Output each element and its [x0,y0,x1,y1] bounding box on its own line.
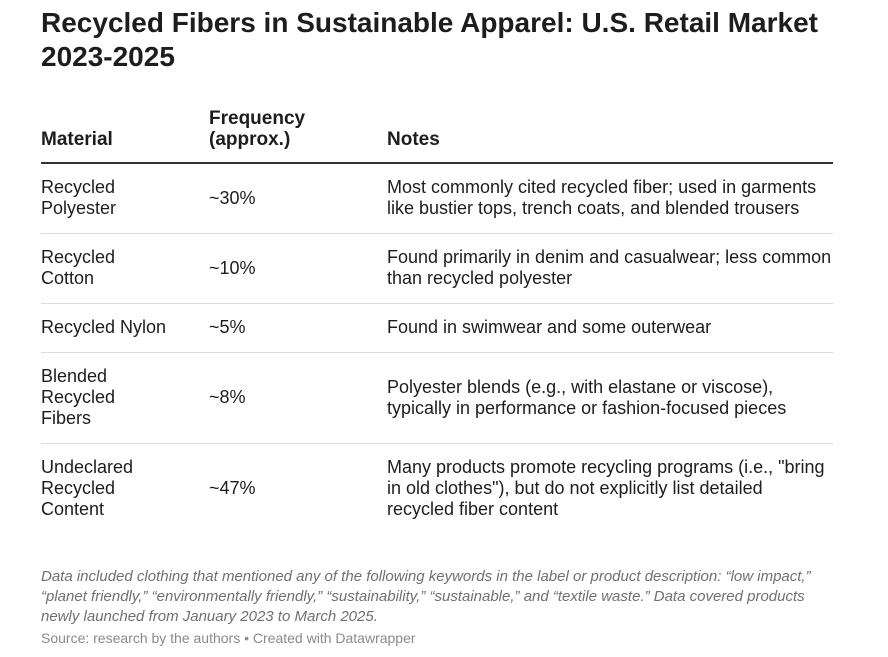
chart-source: Source: research by the authors • Create… [41,630,416,646]
cell-notes: Polyester blends (e.g., with elastane or… [387,352,833,444]
column-header-notes: Notes [387,108,833,164]
cell-frequency: ~30% [209,163,387,234]
cell-material: Blended Recycled Fibers [41,352,209,444]
chart-title: Recycled Fibers in Sustainable Apparel: … [41,7,818,72]
cell-material: Recycled Nylon [41,303,209,353]
cell-notes: Found in swimwear and some outerwear [387,303,833,353]
table-header-row: Material Frequency (approx.) Notes [41,108,833,164]
table-row: Recycled Nylon ~5% Found in swimwear and… [41,303,833,353]
cell-frequency: ~5% [209,303,387,353]
material-text: Blended Recycled Fibers [41,366,116,428]
cell-material: Recycled Polyester [41,163,209,234]
table-row: Recycled Polyester ~30% Most commonly ci… [41,163,833,234]
data-table: Material Frequency (approx.) Notes Recyc… [41,108,833,534]
cell-notes: Many products promote recycling programs… [387,457,825,520]
column-header-material: Material [41,108,209,164]
cell-frequency: ~8% [209,352,387,444]
table-row: Recycled Cotton ~10% Found primarily in … [41,233,833,304]
material-text: Recycled Cotton [41,247,116,288]
chart-footnote: Data included clothing that mentioned an… [41,568,811,625]
cell-material: Undeclared Recycled Content [41,443,209,534]
cell-notes: Most commonly cited recycled fiber; used… [387,163,833,234]
table-body: Recycled Polyester ~30% Most commonly ci… [41,163,833,534]
table-row: Undeclared Recycled Content ~47% Many pr… [41,443,833,534]
material-text: Undeclared Recycled Content [41,457,134,520]
material-text: Recycled Polyester [41,177,117,219]
column-header-frequency: Frequency (approx.) [209,108,387,164]
cell-material: Recycled Cotton [41,233,209,304]
column-header-frequency-label: Frequency (approx.) [209,108,306,150]
cell-frequency: ~10% [209,233,387,304]
cell-notes: Found primarily in denim and casualwear;… [387,233,833,304]
cell-frequency: ~47% [209,478,256,499]
table-row: Blended Recycled Fibers ~8% Polyester bl… [41,352,833,444]
